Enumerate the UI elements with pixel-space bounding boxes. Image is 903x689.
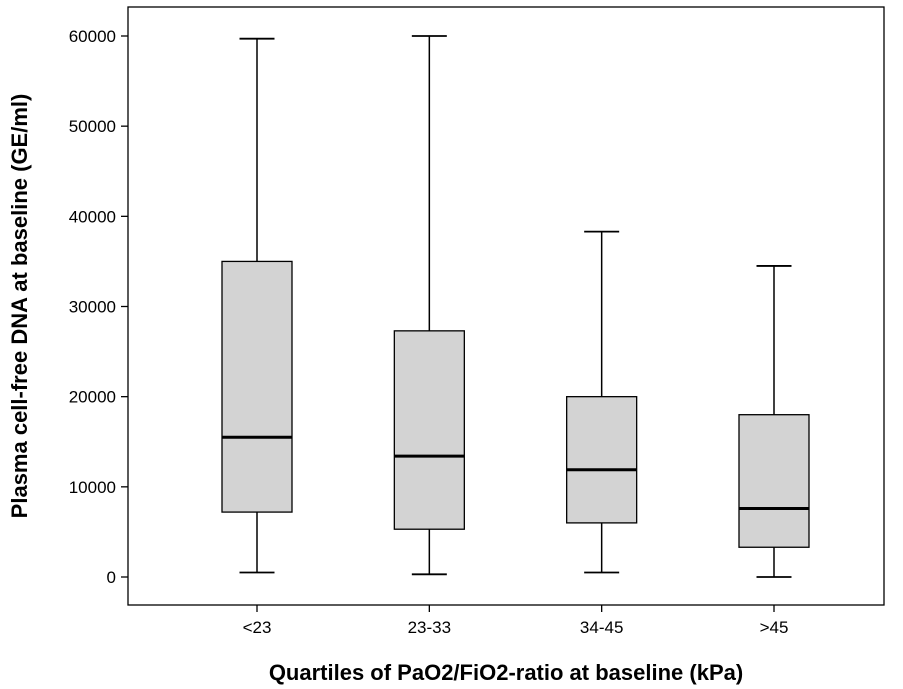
y-tick-label: 10000 [69, 478, 116, 497]
y-tick-label: 40000 [69, 207, 116, 226]
iqr-box [566, 396, 638, 524]
box-group [221, 37, 293, 574]
iqr-box [393, 330, 465, 530]
box-group [566, 230, 638, 574]
iqr-box [221, 260, 293, 513]
y-tick-label: 50000 [69, 117, 116, 136]
x-axis-title: Quartiles of PaO2/FiO2-ratio at baseline… [269, 660, 743, 685]
x-tick-label: 23-33 [408, 618, 451, 637]
box-series [221, 35, 810, 578]
x-tick-label: <23 [243, 618, 272, 637]
y-axis-title: Plasma cell-free DNA at baseline (GE/ml) [7, 94, 32, 519]
x-axis: <23 23-33 34-45 >45 [243, 605, 789, 637]
iqr-box [738, 414, 810, 548]
y-tick-label: 60000 [69, 27, 116, 46]
y-axis: 0 10000 20000 30000 40000 50000 60000 [69, 27, 128, 587]
box-group [393, 35, 465, 576]
y-tick-label: 0 [107, 568, 116, 587]
x-tick-label: >45 [760, 618, 789, 637]
box-group [738, 265, 810, 578]
y-tick-label: 20000 [69, 388, 116, 407]
x-tick-label: 34-45 [580, 618, 623, 637]
y-tick-label: 30000 [69, 298, 116, 317]
